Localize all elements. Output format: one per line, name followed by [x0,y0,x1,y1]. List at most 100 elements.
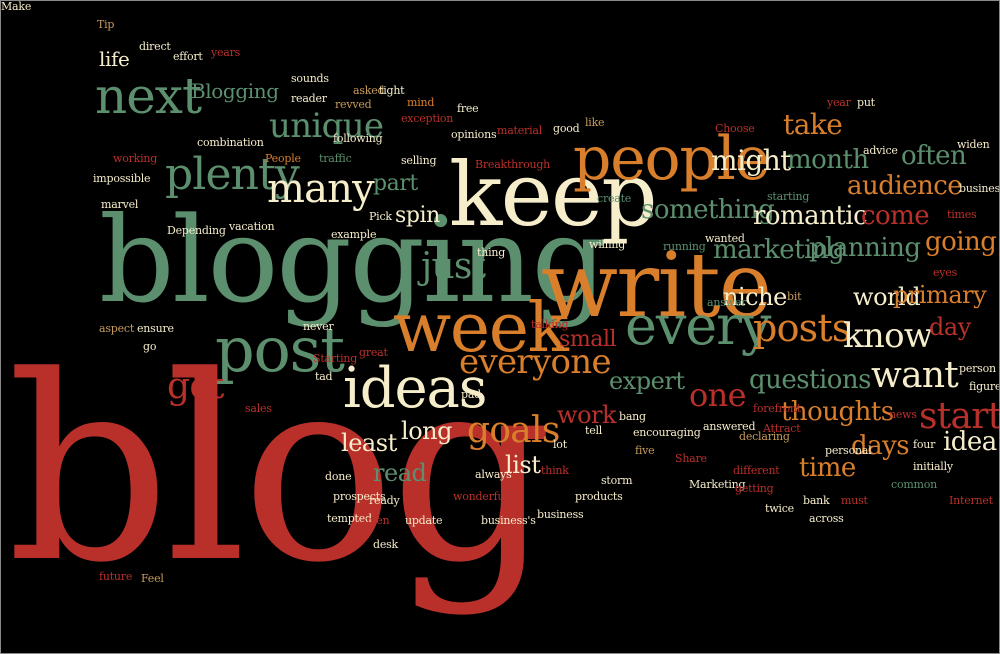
word-across: across [809,512,844,525]
word-news: news [889,408,917,421]
word-one: one [689,376,747,414]
word-example: example [331,228,377,241]
word-times: times [947,208,977,221]
word-part: part [373,171,418,196]
word-attract: Attract [763,422,801,435]
word-storm: storm [601,474,633,487]
word-world: world [853,283,921,311]
word-planning: planning [809,233,921,263]
word-might: might [711,144,791,177]
word-week: week [393,289,569,368]
word-year: year [827,96,851,109]
word-start: start [919,396,1000,437]
word-goals: goals [467,410,560,451]
word-exception: exception [401,112,454,125]
word-ensure: ensure [137,322,174,335]
word-never: never [303,320,334,333]
word-pad: pad [461,388,481,401]
word-want: want [871,355,959,396]
word-widen: widen [957,138,990,151]
word-great: great [359,346,388,359]
word-long: long [401,417,453,445]
word-marvel: marvel [101,198,139,211]
word-always: always [475,468,512,481]
word-prospects: prospects [333,490,386,503]
word-wonderful: wonderful [453,490,508,503]
word-depending: Depending [167,224,226,237]
word-four: four [913,438,936,451]
word-figure: figure [969,380,1000,393]
word-opinions: opinions [451,128,497,141]
word-create: create [597,192,632,205]
word-people: People [265,152,301,165]
word-list: list [505,451,541,479]
word-desk: desk [373,538,398,551]
word-effort: effort [173,50,203,63]
word-tempted: tempted [327,512,372,525]
word-encouraging: encouraging [633,426,701,439]
word-person: person [959,362,996,375]
word-tell: tell [585,424,603,437]
word-eyes: eyes [933,266,957,279]
word-romantic: romantic [753,201,868,231]
word-open: open [363,514,390,527]
word-posts: posts [753,306,851,350]
word-take: take [783,108,843,141]
word-bit: bit [787,290,802,303]
word-business: business [537,508,584,521]
word-businesses: businesses [959,182,1000,195]
word-revved: revved [335,98,372,111]
word-tight: tight [379,84,405,97]
word-thing: thing [477,246,506,259]
word-everyone: everyone [459,342,612,382]
word-every: every [625,294,771,357]
word-working: working [113,152,158,165]
word-impossible: impossible [93,172,151,185]
word-business-s: business's [481,514,536,527]
word-unique: unique [269,106,384,146]
word-niche: niche [723,283,787,311]
word-aspect: aspect [99,322,135,335]
word-days: days [851,431,910,461]
word-five: five [635,444,655,457]
word-just: just [421,246,486,287]
word-internet: Internet [949,494,993,507]
word-material: material [497,124,543,137]
word-audience: audience [847,171,963,201]
word-starting: Starting [313,352,358,365]
word-common: common [891,478,938,491]
word-going: going [925,227,997,257]
word-done: done [325,470,352,483]
word-like: like [585,116,605,129]
word-combination: combination [197,136,264,149]
word-spin: spin [395,203,440,228]
word-next: next [95,67,202,125]
word-something: something [641,195,775,225]
word-plenty: plenty [165,149,300,200]
word-expert: expert [609,367,685,395]
word-marketing: Marketing [689,478,746,491]
word-ready: ready [369,494,400,507]
word-tad: tad [315,370,333,383]
word-thoughts: thoughts [781,397,894,427]
word-twice: twice [765,502,794,515]
word-sounds: sounds [291,72,329,85]
word-pick: Pick [369,210,392,223]
word-willing: willing [589,238,626,251]
word-come: come [861,201,930,231]
word-idea: idea [943,427,997,457]
word-blog: blog [7,322,553,619]
word-write: write [541,233,772,338]
word-read: read [373,459,427,487]
word-get: get [167,366,224,407]
word-post: post [215,313,345,386]
word-talking: talking [531,318,569,331]
word-good: good [553,122,580,135]
word-least: least [341,429,397,457]
word-think: think [541,464,569,477]
word-day: day [929,313,971,341]
word-go: go [143,340,157,353]
word-share: Share [675,452,707,465]
word-reader: reader [291,92,327,105]
